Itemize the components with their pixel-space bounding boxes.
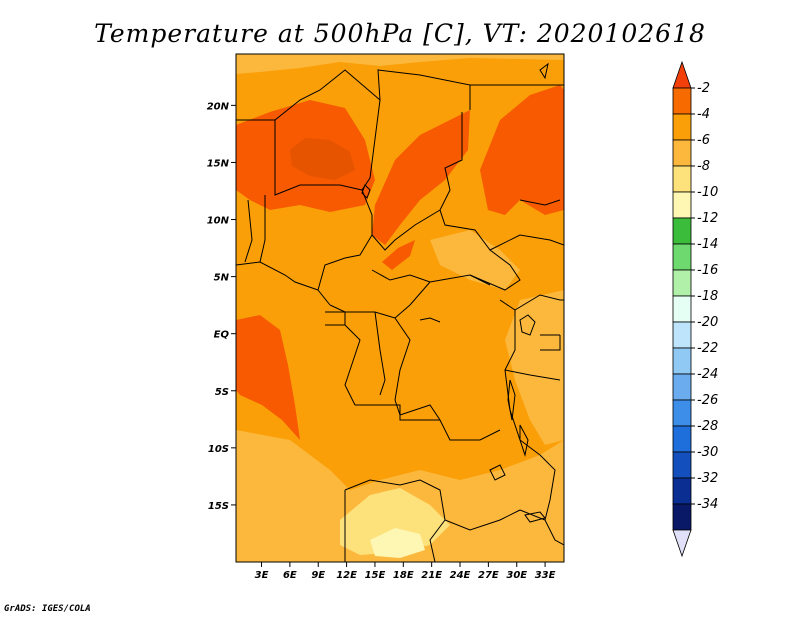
y-tick-label: 20N xyxy=(207,101,230,112)
colorbar-swatch xyxy=(672,60,692,89)
x-tick-label: 24E xyxy=(450,570,471,581)
colorbar-swatch xyxy=(672,529,692,558)
colorbar-label: -16 xyxy=(697,263,718,278)
colorbar-swatch xyxy=(672,139,692,167)
temp-band-minus2-minus4-car xyxy=(382,240,415,270)
map-frame xyxy=(235,53,565,563)
y-tick-label: 15S xyxy=(208,501,229,512)
temp-band-minus2-minus4-sudan xyxy=(480,85,564,215)
colorbar-swatch xyxy=(672,269,692,297)
y-tick-label: 15N xyxy=(207,158,230,169)
temp-band-minus2-minus4-atlantic xyxy=(236,315,300,440)
y-tick-label: EQ xyxy=(214,330,230,341)
colorbar-label: -12 xyxy=(697,211,718,226)
temp-band-minus8-minus10 xyxy=(340,488,450,555)
x-tick-label: 30E xyxy=(506,570,527,581)
colorbar-swatch xyxy=(672,477,692,505)
x-tick-label: 18E xyxy=(393,570,414,581)
x-tick-label: 9E xyxy=(311,570,325,581)
colorbar-swatch xyxy=(672,87,692,115)
temp-band-minus6-minus8-north xyxy=(236,54,564,74)
colorbar-label: -30 xyxy=(697,445,718,460)
country-borders xyxy=(236,62,564,562)
temp-band-minus2-minus4-chad xyxy=(372,110,470,245)
colorbar-swatch xyxy=(672,399,692,427)
x-tick-label: 3E xyxy=(255,570,269,581)
colorbar-label: -24 xyxy=(697,367,718,382)
credit-text: GrADS: IGES/COLA xyxy=(4,604,91,614)
colorbar-swatch xyxy=(672,191,692,219)
colorbar-label: -18 xyxy=(697,289,718,304)
x-tick-label: 15E xyxy=(365,570,386,581)
latitude-axis: 20N 15N 10N 5N EQ 5S 10S 15S xyxy=(207,101,236,512)
colorbar-label: -34 xyxy=(697,497,718,512)
colorbar-swatch xyxy=(672,217,692,245)
x-tick-label: 21E xyxy=(421,570,442,581)
colorbar-swatch xyxy=(672,113,692,141)
x-tick-label: 27E xyxy=(478,570,499,581)
y-tick-label: 5N xyxy=(214,273,230,284)
page-title: Temperature at 500hPa [C], VT: 202010261… xyxy=(94,19,706,48)
colorbar-label: -10 xyxy=(697,185,718,200)
colorbar-label: -20 xyxy=(697,315,718,330)
colorbar-label: -22 xyxy=(697,341,718,356)
colorbar-label: -28 xyxy=(697,419,718,434)
colorbar-swatch xyxy=(672,321,692,349)
colorbar-swatch xyxy=(672,373,692,401)
map-plot-area xyxy=(236,54,564,562)
temp-band-minus6-minus8-east xyxy=(505,290,564,445)
colorbar-label: -14 xyxy=(697,237,718,252)
y-tick-label: 10N xyxy=(207,216,230,227)
y-tick-label: 5S xyxy=(215,387,229,398)
colorbar-label: -26 xyxy=(697,393,718,408)
colorbar-label: -8 xyxy=(697,159,710,174)
colorbar-label: -4 xyxy=(697,107,710,122)
colorbar-swatch xyxy=(672,165,692,193)
temp-band-minus6-minus8-central xyxy=(430,230,520,290)
colorbar-swatch xyxy=(672,243,692,271)
colorbar-label: -6 xyxy=(697,133,710,148)
x-tick-label: 33E xyxy=(535,570,556,581)
colorbar-label: -2 xyxy=(697,81,710,96)
x-tick-label: 6E xyxy=(283,570,297,581)
temp-band-minus2-core xyxy=(290,138,355,180)
colorbar-swatch xyxy=(672,295,692,323)
x-tick-label: 12E xyxy=(336,570,357,581)
colorbar-swatch xyxy=(672,451,692,479)
longitude-axis: 3E 6E 9E 12E 15E 18E 21E 24E 27E 30E 33E xyxy=(255,562,556,581)
y-tick-label: 10S xyxy=(208,444,229,455)
colorbar-swatch xyxy=(672,347,692,375)
colorbar-swatch xyxy=(672,425,692,453)
colorbar: -2 -4 -6 -8 -10 -12 -14 -16 -18 -20 -22 -24 -26 -28 -3… xyxy=(672,60,718,558)
temp-band-minus10-minus12 xyxy=(370,528,425,558)
colorbar-label: -32 xyxy=(697,471,718,486)
colorbar-swatch xyxy=(672,503,692,531)
